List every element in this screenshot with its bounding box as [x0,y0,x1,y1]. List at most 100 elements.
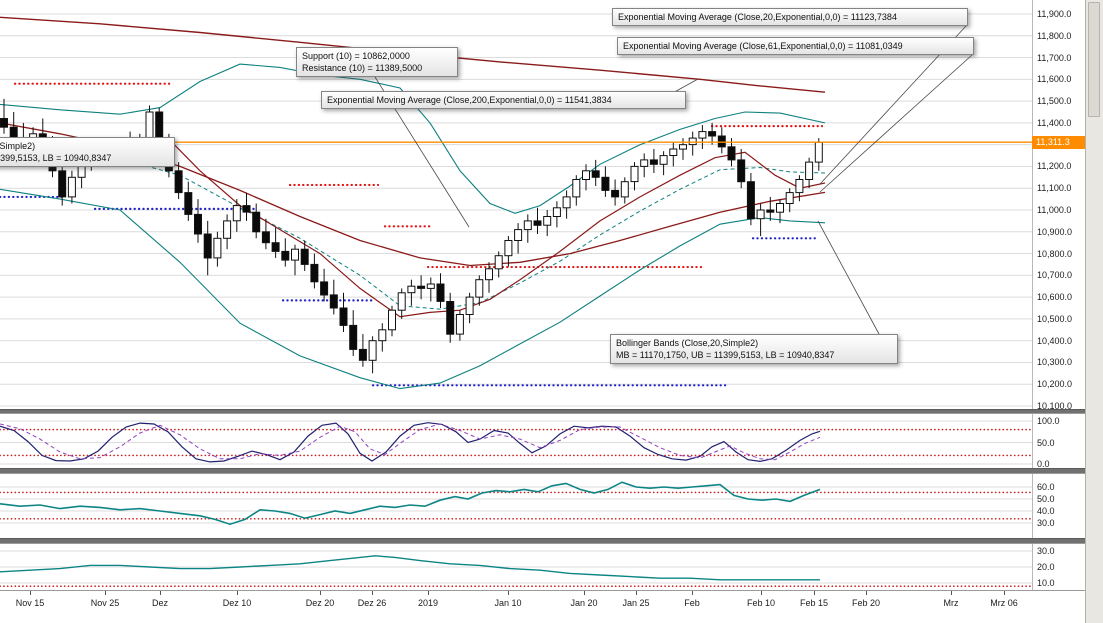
indicator-axis-label: 30.0 [1037,546,1055,556]
panel-indicator-middle [0,481,1032,526]
time-axis-label: Feb 10 [746,598,776,608]
indicator-label-ema61-value[interactable]: Exponential Moving Average (Close,61,Exp… [617,37,974,55]
time-axis-tick [636,591,637,595]
price-axis-label: 11,900.0 [1037,9,1072,19]
time-axis-label: Dez 20 [305,598,335,608]
time-axis-tick [508,591,509,595]
time-axis-label: Feb 15 [799,598,829,608]
time-axis-tick [237,591,238,595]
vertical-scrollbar[interactable] [1085,0,1103,623]
time-axis-label: Feb 20 [851,598,881,608]
time-axis-tick [428,591,429,595]
time-axis-tick [692,591,693,595]
stochastic-k-line[interactable] [0,422,821,463]
time-axis-tick [160,591,161,595]
time-axis-label: Jan 20 [570,598,598,608]
price-axis[interactable]: 11,900.0 11,800.0 11,700.0 11,600.0 11,500.0… [1032,0,1085,590]
indicator-label-support-resistance[interactable]: Support (10) = 10862,0000 Resistance (10)… [296,47,458,77]
annotation-text: Exponential Moving Average (Close,61,Exp… [623,41,903,51]
panel-stochastic-oscillator [0,420,1032,465]
annotation-text: MB = 11170,1750, UB = 11399,5153, LB = 1… [0,153,112,163]
time-axis-tick [372,591,373,595]
main-price-panel [0,13,1032,407]
indicator-axis-label: 30.0 [1037,518,1055,528]
time-axis-tick [1004,591,1005,595]
time-axis-label: 2019 [417,598,439,608]
time-axis[interactable]: Nov 15 Nov 25 Dez Dez 10 Dez 20 Dez 26 2019 Jan… [0,590,1086,623]
indicator-axis-label: 100.0 [1037,416,1060,426]
time-axis-label: Mrz [943,598,959,608]
bollinger-lower-band-line[interactable] [0,188,826,390]
price-axis-label: 11,200.0 [1037,161,1072,172]
panel-separator-1[interactable] [0,409,1086,414]
time-axis-label: Jan 25 [622,598,650,608]
time-axis-tick [584,591,585,595]
panel-separator-3[interactable] [0,538,1086,544]
price-axis-label: 10,600.0 [1037,292,1073,303]
indicator-label-ema200-value[interactable]: Exponential Moving Average (Close,200,Ex… [321,91,686,109]
price-axis-label: 10,900.0 [1037,226,1073,237]
annotation-text: MB = 11170,1750, UB = 11399,5153, LB = 1… [616,350,835,360]
annotation-text: Bollinger Bands (Close,20,Simple2) [0,141,36,151]
price-axis-label: 10,500.0 [1037,313,1073,324]
price-axis-label: 11,100.0 [1037,183,1072,194]
indicator-axis-label: 40.0 [1037,506,1055,516]
time-axis-tick [30,591,31,595]
price-axis-label: 10,400.0 [1037,335,1073,346]
price-axis-label: 10,800.0 [1037,248,1073,259]
time-axis-label: Mrz 06 [990,598,1018,608]
price-axis-label: 10,200.0 [1037,379,1073,390]
time-axis-label: Dez 26 [357,598,387,608]
current-price-tag: 11,311.3 [1032,135,1085,149]
price-axis-label: 11,400.0 [1037,117,1072,128]
annotation-text: Exponential Moving Average (Close,200,Ex… [327,95,612,105]
price-axis-label: 10,300.0 [1037,357,1073,368]
bollinger-middle-band-line[interactable] [0,146,826,310]
price-axis-label: 10,700.0 [1037,270,1073,281]
indicator-bottom-line[interactable] [0,555,820,581]
candlestick-series[interactable] [0,98,823,374]
price-axis-label: 10,100.0 [1037,401,1073,411]
current-price-value: 11,311.3 [1036,136,1070,147]
time-axis-label: Nov 25 [90,598,120,608]
stochastic-d-line[interactable] [0,423,821,461]
indicator-axis-label: 50.0 [1037,437,1055,448]
time-axis-tick [951,591,952,595]
time-axis-label: Dez 10 [222,598,252,608]
price-axis-label: 11,600.0 [1037,74,1072,85]
price-axis-label: 11,700.0 [1037,52,1072,63]
indicator-label-bollinger-value-left[interactable]: Bollinger Bands (Close,20,Simple2) MB = 1… [0,137,175,167]
annotation-text: Bollinger Bands (Close,20,Simple2) [616,338,759,348]
time-axis-tick [320,591,321,595]
time-axis-label: Feb [684,598,700,608]
annotation-connector-line [817,220,880,335]
time-axis-tick [866,591,867,595]
annotation-text: Resistance (10) = 11389,5000 [302,63,423,73]
indicator-axis-label: 60.0 [1037,482,1055,492]
indicator-axis-label: 10.0 [1037,578,1055,588]
bollinger-upper-band-line[interactable] [0,63,826,214]
time-axis-label: Dez [151,598,169,608]
indicator-label-ema20-value[interactable]: Exponential Moving Average (Close,20,Exp… [612,8,968,26]
time-axis-tick [105,591,106,595]
panel-indicator-bottom [0,550,1032,588]
chart-plot-area[interactable] [0,0,1032,590]
annotation-text: Support (10) = 10862,0000 [302,51,410,61]
price-axis-label: 11,800.0 [1037,30,1072,41]
price-axis-label: 11,500.0 [1037,96,1072,107]
price-axis-label: 11,000.0 [1037,205,1072,215]
time-axis-tick [761,591,762,595]
panel-separator-2[interactable] [0,468,1086,474]
annotation-text: Exponential Moving Average (Close,20,Exp… [618,12,897,22]
indicator-middle-line[interactable] [0,481,821,526]
annotation-connector-line [819,54,973,193]
indicator-axis-label: 0.0 [1037,459,1050,469]
indicator-label-bollinger-value[interactable]: Bollinger Bands (Close,20,Simple2) MB = 1… [610,334,898,364]
indicator-axis-label: 20.0 [1037,562,1055,572]
time-axis-tick [814,591,815,595]
time-axis-label: Jan 10 [494,598,522,608]
scrollbar-thumb[interactable] [1088,2,1100,117]
time-axis-label: Nov 15 [15,598,45,608]
indicator-axis-label: 50.0 [1037,494,1055,504]
